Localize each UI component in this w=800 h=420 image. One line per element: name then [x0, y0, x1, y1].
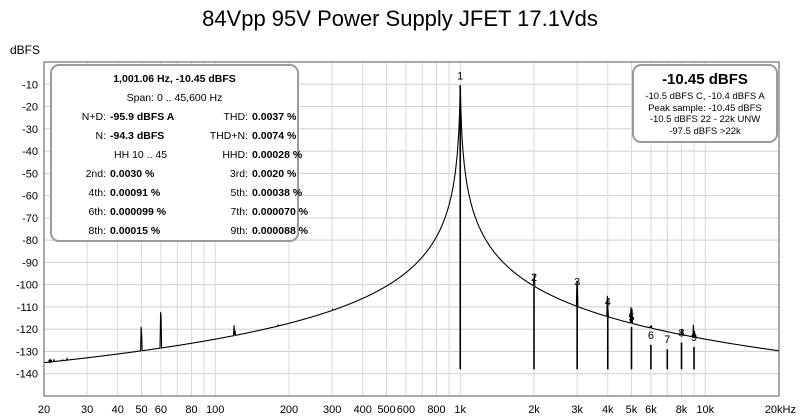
- x-tick-label: 30: [81, 404, 93, 416]
- level-line: -97.5 dBFS >22k: [669, 125, 741, 137]
- y-tick-label: -120: [16, 324, 38, 336]
- info-row: 8th: 0.00015 % 9th: 0.000088 %: [60, 222, 308, 241]
- harmonic-label: 9: [691, 332, 697, 344]
- info-row: 2nd: 0.0030 % 3rd: 0.0020 %: [60, 165, 297, 184]
- x-tick-label: 6k: [645, 404, 657, 416]
- harmonic-label: 1: [457, 70, 463, 82]
- spectrum-line: [43, 85, 780, 364]
- x-tick-label: 40: [112, 404, 124, 416]
- fundamental-readout: 1,001.06 Hz, -10.45 dBFS: [113, 73, 236, 85]
- info-row: N: -94.3 dBFS THD+N: 0.0074 %: [60, 127, 297, 146]
- x-tick-label: 10k: [696, 404, 714, 416]
- harmonic-label: 6: [648, 330, 654, 342]
- x-tick-label: 800: [427, 404, 445, 416]
- y-tick-label: -10: [22, 79, 38, 91]
- level-line: Peak sample: -10.45 dBFS: [648, 102, 762, 114]
- level-main-value: -10.45 dBFS: [662, 71, 748, 88]
- metric-value: 0.00091 %: [110, 187, 161, 199]
- info-row: N+D: -95.9 dBFS A THD: 0.0037 %: [60, 108, 297, 127]
- metric-label: THD+N:: [209, 130, 248, 142]
- harmonic-label: 5: [628, 312, 634, 324]
- spectrum-trace: [43, 85, 780, 370]
- y-tick-label: -100: [16, 280, 38, 292]
- metric-label: N+D:: [81, 111, 106, 123]
- metric-value: 0.0037 %: [252, 111, 297, 123]
- info-row: 6th: 0.000099 % 7th: 0.000070 %: [60, 203, 308, 222]
- x-tick-label: 5k: [626, 404, 638, 416]
- metric-value: 0.0030 %: [110, 168, 155, 180]
- x-tick-label: 4k: [602, 404, 614, 416]
- y-axis-ticks: -10 -20 -30 -40 -50 -60 -70 -80 -90 -100 -110 -120 -…: [16, 79, 38, 380]
- x-tick-label: 50: [135, 404, 147, 416]
- y-axis-unit-label: dBFS: [10, 43, 41, 57]
- metric-value: 0.000099 %: [110, 206, 167, 218]
- metric-value: HH 10 .. 45: [114, 149, 168, 161]
- metric-label: 9th:: [230, 225, 248, 237]
- x-tick-label: 400: [354, 404, 372, 416]
- x-tick-label: 600: [397, 404, 415, 416]
- metric-value: 0.00038 %: [252, 187, 303, 199]
- metric-value: 0.000070 %: [252, 206, 309, 218]
- y-tick-label: -20: [22, 102, 38, 114]
- harmonic-label: 7: [664, 334, 670, 346]
- x-tick-label: 20: [38, 404, 50, 416]
- metric-value: 0.0020 %: [252, 168, 297, 180]
- level-line: -10.5 dBFS C, -10.4 dBFS A: [645, 91, 765, 102]
- level-line: -10.5 dBFS 22 - 22k UNW: [649, 114, 761, 125]
- y-tick-label: -130: [16, 346, 38, 358]
- level-summary-box: -10.45 dBFS -10.5 dBFS C, -10.4 dBFS A P…: [632, 64, 778, 143]
- x-tick-label: 3k: [571, 404, 583, 416]
- metric-value: 0.000088 %: [252, 225, 309, 237]
- metric-label: 4th:: [88, 187, 106, 199]
- y-tick-label: -60: [22, 191, 38, 203]
- harmonic-label: 4: [605, 296, 611, 308]
- x-tick-label: 200: [280, 404, 298, 416]
- metric-label: 6th:: [88, 206, 106, 218]
- metric-label: 2nd:: [85, 168, 106, 180]
- measurement-info-box: 1,001.06 Hz, -10.45 dBFS Span: 0 .. 45,6…: [50, 64, 308, 242]
- harmonic-label: 2: [531, 272, 537, 284]
- x-tick-label: 20kHz: [765, 404, 796, 416]
- x-axis-ticks: 20 30 40 50 60 80 100 200 300 400 500 600 800 1k 2k 3k 4…: [38, 404, 796, 416]
- metric-label: 3rd:: [229, 168, 248, 180]
- x-tick-label: 60: [155, 404, 167, 416]
- x-tick-label: 8k: [676, 404, 688, 416]
- harmonic-label: 3: [574, 276, 580, 288]
- info-row: 4th: 0.00091 % 5th: 0.00038 %: [60, 184, 302, 203]
- metric-label: N:: [95, 130, 107, 142]
- metric-value: -95.9 dBFS A: [110, 111, 175, 123]
- x-tick-label: 500: [377, 404, 395, 416]
- harmonic-label: 8: [678, 328, 684, 340]
- harmonic-labels: 1 2 3 4 5 6 78 9: [457, 70, 697, 346]
- x-tick-label: 1k: [454, 404, 466, 416]
- y-tick-label: -110: [17, 302, 38, 314]
- x-tick-label: 100: [206, 404, 224, 416]
- info-row: HH 10 .. 45 HHD: 0.00028 %: [60, 146, 302, 165]
- x-tick-label: 80: [185, 404, 197, 416]
- metric-label: 7th:: [230, 206, 248, 218]
- chart-title: 84Vpp 95V Power Supply JFET 17.1Vds: [202, 6, 598, 31]
- metric-value: 0.00015 %: [110, 225, 161, 237]
- metric-value: 0.00028 %: [252, 149, 303, 161]
- x-tick-label: 300: [323, 404, 341, 416]
- plot-frame: [43, 61, 780, 397]
- metric-label: THD:: [223, 111, 249, 123]
- y-tick-label: -140: [16, 369, 38, 381]
- y-tick-label: -90: [22, 257, 38, 269]
- y-tick-label: -40: [22, 146, 38, 158]
- y-tick-label: -70: [22, 213, 38, 225]
- x-tick-label: 2k: [528, 404, 540, 416]
- metric-label: 8th:: [88, 225, 106, 237]
- y-tick-label: -50: [22, 168, 38, 180]
- y-tick-label: -80: [22, 235, 38, 247]
- y-tick-label: -30: [22, 124, 38, 136]
- metric-value: 0.0074 %: [252, 130, 297, 142]
- metric-label: 5th:: [230, 187, 248, 199]
- metric-value: -94.3 dBFS: [110, 130, 165, 142]
- metric-label: HHD:: [222, 149, 248, 161]
- span-readout: Span: 0 .. 45,600 Hz: [126, 92, 223, 104]
